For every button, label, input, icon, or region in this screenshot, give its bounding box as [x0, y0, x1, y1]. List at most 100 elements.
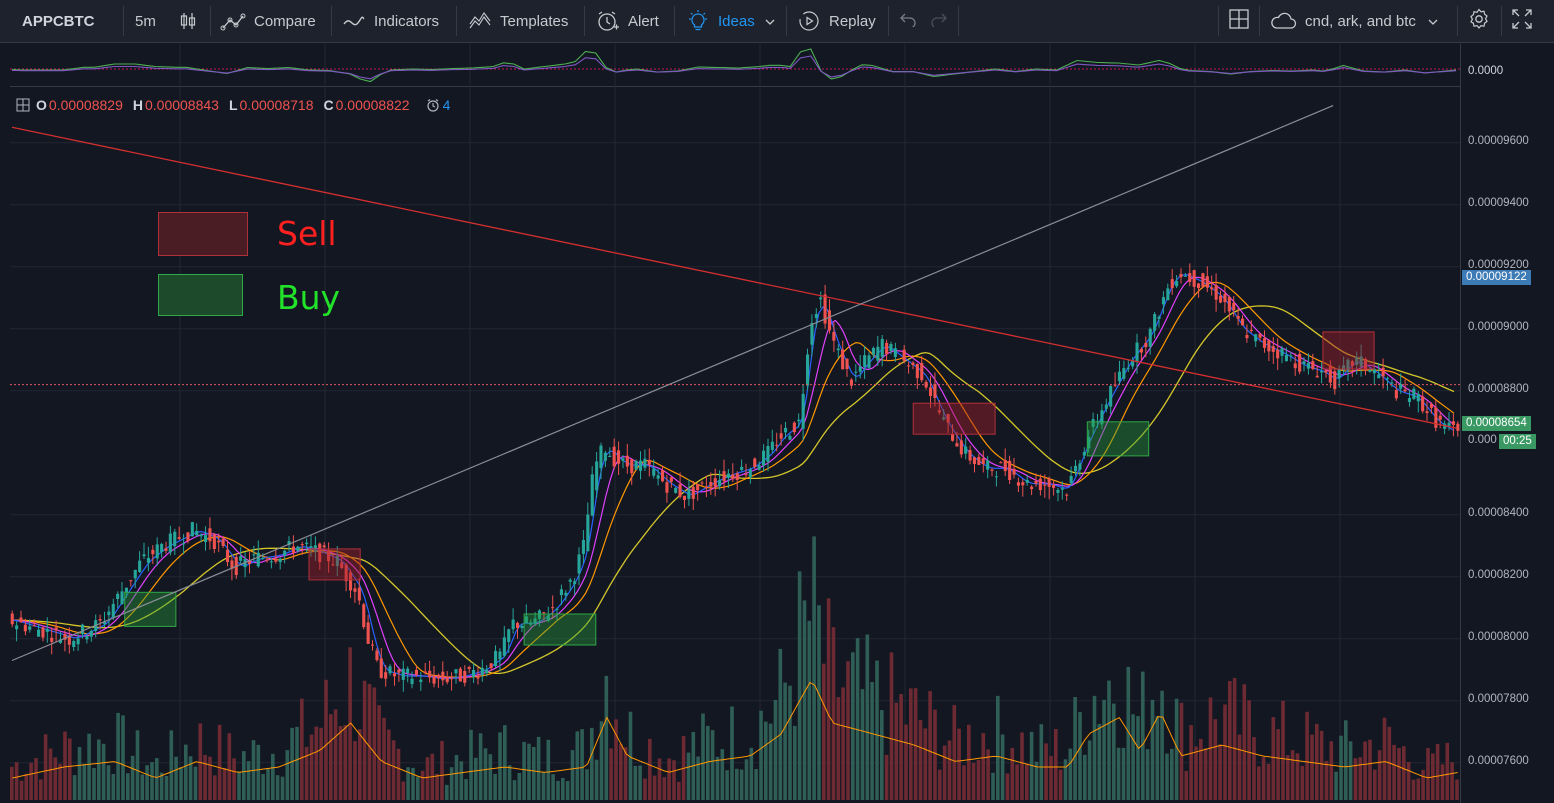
gear-icon — [1467, 7, 1491, 35]
volume-bar — [1131, 714, 1135, 800]
chart-type-button[interactable] — [178, 0, 206, 42]
alarm-clock-icon[interactable] — [426, 98, 440, 112]
candle-up — [252, 554, 256, 556]
candle-up — [1342, 365, 1346, 371]
candle-down — [898, 362, 902, 364]
candle-up — [652, 468, 656, 476]
volume-bar — [169, 730, 174, 800]
volume-bar — [1358, 757, 1363, 800]
candle-up — [757, 465, 761, 470]
volume-bar — [237, 771, 241, 800]
candle-up — [942, 417, 946, 420]
volume-bar — [512, 780, 517, 800]
candle-down — [1267, 340, 1271, 352]
indicators-button[interactable]: Indicators — [342, 0, 439, 42]
volume-bar — [686, 752, 691, 800]
interval-button[interactable]: 5m — [135, 0, 156, 42]
candle-up — [309, 546, 313, 548]
price-chart[interactable] — [10, 44, 1460, 800]
candle-up — [498, 651, 502, 660]
price-tag-current: 0.00008654 — [1462, 416, 1531, 431]
candle-down — [1249, 329, 1253, 331]
volume-bar — [657, 758, 662, 800]
candle-up — [146, 558, 150, 563]
volume-bar — [1213, 719, 1218, 800]
candle-down — [1210, 287, 1214, 290]
candle-down — [476, 675, 480, 679]
candle-down — [362, 604, 366, 628]
candle-down — [208, 528, 212, 542]
candle-down — [98, 619, 102, 621]
candle-up — [1074, 465, 1078, 472]
layout-button[interactable] — [1228, 0, 1250, 42]
volume-bar — [768, 723, 773, 800]
candle-down — [1311, 361, 1315, 370]
candle-down — [1381, 367, 1385, 377]
candle-up — [520, 625, 524, 629]
settings-button[interactable] — [1467, 0, 1491, 42]
candle-down — [827, 310, 831, 331]
candle-down — [933, 383, 937, 398]
candle-up — [1175, 281, 1179, 287]
price-axis[interactable]: 0.0000 0.00009600 0.00009400 0.00009200 0.0… — [1460, 44, 1554, 803]
candle-down — [1043, 484, 1047, 486]
candle-down — [1139, 349, 1143, 353]
candle-down — [1456, 423, 1460, 431]
volume-bar — [1044, 743, 1048, 800]
volume-bar — [1112, 703, 1116, 800]
price-tag-upper: 0.00009122 — [1462, 270, 1531, 285]
volume-bar — [556, 780, 560, 800]
volume-bar — [1150, 699, 1155, 800]
volume-bar — [101, 743, 106, 800]
symbol-search-button[interactable]: APPCBTC — [22, 0, 95, 42]
replay-button[interactable]: Replay — [797, 0, 876, 42]
volume-bar — [285, 750, 290, 800]
volume-bar — [1020, 732, 1024, 800]
candle-up — [1126, 367, 1130, 369]
volume-bar — [469, 729, 473, 800]
crosshair-icon[interactable] — [16, 98, 30, 112]
watchlist-dropdown[interactable]: cnd, ark, and btc — [1269, 0, 1438, 42]
undo-button[interactable] — [899, 0, 917, 42]
ideas-button[interactable]: Ideas — [686, 0, 775, 42]
candle-down — [318, 543, 322, 563]
candle-down — [915, 364, 919, 379]
volume-bar — [261, 774, 265, 800]
candle-up — [1100, 410, 1104, 425]
candle-down — [371, 644, 375, 646]
volume-bar — [889, 652, 894, 800]
price-axis-label: 0.00008000 — [1468, 630, 1529, 643]
candle-down — [885, 342, 889, 354]
candle-up — [784, 427, 788, 433]
candle-down — [32, 625, 36, 627]
volume-bar — [952, 705, 957, 800]
candle-up — [190, 522, 194, 537]
candle-down — [1034, 481, 1038, 484]
candle-down — [1245, 335, 1249, 339]
top-toolbar: APPCBTC 5m Compare Indicators Templates … — [0, 0, 1554, 43]
alert-button[interactable]: Alert — [596, 0, 659, 42]
volume-bar — [1160, 690, 1164, 800]
price-axis-label: 0.00008200 — [1468, 568, 1529, 581]
candle-up — [810, 323, 814, 345]
compare-button[interactable]: Compare — [220, 0, 316, 42]
candle-up — [1390, 382, 1394, 384]
candle-up — [621, 458, 625, 461]
fullscreen-button[interactable] — [1511, 0, 1533, 42]
volume-bar — [725, 770, 729, 800]
volume-bar — [53, 757, 58, 800]
volume-bar — [382, 717, 386, 800]
redo-button[interactable] — [930, 0, 948, 42]
candle-down — [823, 294, 827, 324]
candle-up — [89, 630, 93, 637]
candle-up — [1161, 297, 1165, 305]
volume-bar — [1319, 730, 1324, 800]
candle-up — [643, 458, 647, 468]
candle-up — [687, 489, 691, 499]
candle-down — [704, 486, 708, 489]
volume-bar — [48, 748, 53, 800]
volume-bar — [474, 757, 478, 800]
volume-bar — [942, 745, 947, 800]
templates-button[interactable]: Templates — [468, 0, 568, 42]
volume-bar — [319, 727, 323, 800]
